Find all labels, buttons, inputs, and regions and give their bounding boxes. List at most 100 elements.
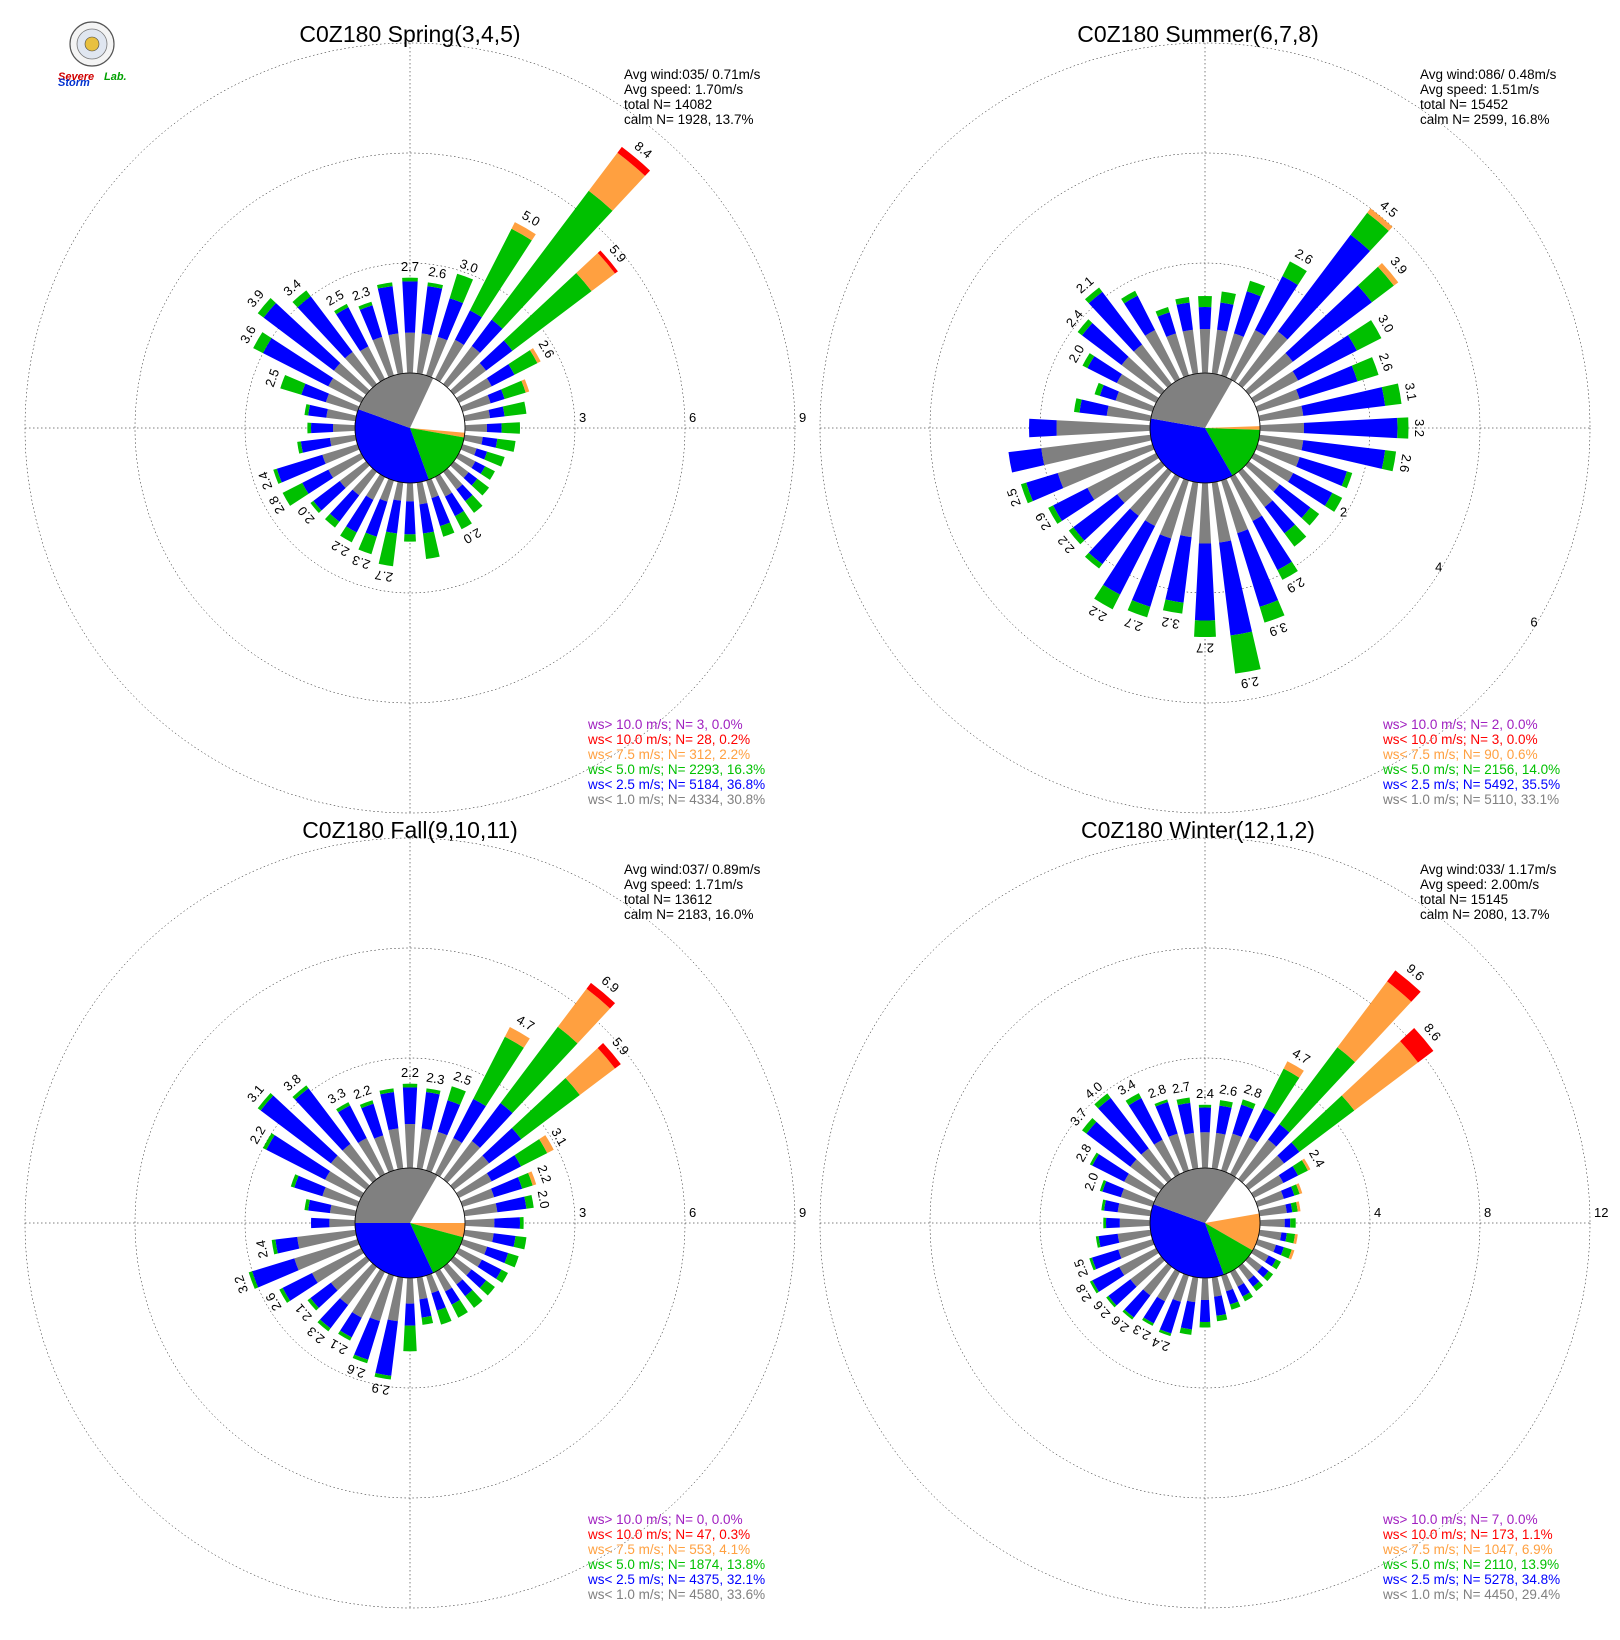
bar-segment-gray — [450, 461, 469, 479]
bar-segment-green — [1073, 398, 1082, 413]
bar-segment-red — [586, 982, 616, 1009]
bar-segment-gray — [1115, 391, 1155, 412]
bar-segment-gray — [1157, 1269, 1181, 1302]
panel-stat: Avg wind:035/ 0.71m/s — [624, 67, 761, 82]
legend-entry-red: ws< 10.0 m/s; N= 28, 0.2% — [587, 732, 750, 747]
windrose-panels: 3 6 92.7 2.6 3.05.08.45.92.62.02.72.32.22.02… — [24, 21, 1608, 1609]
bar-segment-blue — [1233, 291, 1261, 337]
bar-segment-gray — [426, 478, 439, 499]
bar-segment-gray — [374, 1135, 394, 1173]
bar-segment-gray — [388, 1128, 404, 1170]
bar-segment-gray — [460, 1239, 488, 1255]
bar-segment-red — [1400, 1027, 1434, 1063]
bar-segment-blue — [1098, 1233, 1120, 1248]
bar-segment-gray — [443, 346, 481, 388]
legend-entry-green: ws< 5.0 m/s; N= 2110, 13.9% — [1382, 1557, 1559, 1572]
bar-segment-gray — [329, 1204, 357, 1217]
legend-entry-gray: ws< 1.0 m/s; N= 5110, 33.1% — [1382, 792, 1559, 807]
bar-value-label: 2.4 — [255, 470, 275, 492]
bar-segment-green — [465, 495, 483, 513]
bar-segment-green — [1292, 1160, 1308, 1176]
bar-segment-gray — [1229, 1269, 1244, 1287]
calm-pie-slice — [1205, 1223, 1253, 1275]
bar-segment-green — [378, 531, 398, 567]
bar-segment-blue — [1285, 285, 1372, 362]
bar-segment-gray — [1141, 1148, 1172, 1183]
bar-segment-green — [1162, 599, 1184, 614]
bar-value-label: 2.7 — [1122, 614, 1144, 634]
bar-segment-gray — [456, 1247, 482, 1267]
bar-segment-orange — [1283, 1061, 1304, 1078]
panel-title: C0Z180 Summer(6,7,8) — [1077, 21, 1319, 47]
radial-tick-label: 2 — [1340, 505, 1347, 520]
bar-segment-green — [1194, 620, 1216, 637]
bar-segment-gray — [352, 1269, 386, 1318]
bar-segment-blue — [1296, 365, 1358, 400]
bar-value-label: 3.1 — [548, 1125, 570, 1148]
bar-segment-green — [500, 1026, 578, 1114]
bar-segment-green — [1094, 584, 1121, 610]
bar-segment-blue — [1177, 1102, 1194, 1135]
legend-entry-orange: ws< 7.5 m/s; N= 312, 2.2% — [587, 747, 750, 762]
calm-pie-slice — [410, 1175, 465, 1223]
bar-segment-gray — [1166, 333, 1189, 378]
bar-segment-gray — [1130, 1256, 1165, 1287]
bar-segment-green — [1263, 1068, 1300, 1115]
bar-segment-green — [297, 441, 303, 454]
bar-segment-gray — [416, 1128, 432, 1170]
bar-segment-green — [1216, 1314, 1228, 1322]
bar-segment-orange — [1377, 262, 1399, 286]
bar-segment-blue — [1292, 335, 1357, 381]
bar-segment-blue — [404, 1303, 416, 1326]
bar-value-label: 2.5 — [1004, 487, 1024, 509]
bar-segment-green — [1106, 1295, 1117, 1308]
bar-segment-green — [1290, 1218, 1296, 1228]
bar-value-label: 4.7 — [1290, 1045, 1313, 1067]
bar-segment-gray — [339, 461, 370, 489]
bar-segment-gray — [1124, 1173, 1159, 1199]
bar-segment-blue — [275, 1236, 300, 1254]
bar-segment-blue — [1098, 1097, 1149, 1155]
bar-segment-gray — [330, 1256, 370, 1291]
radial-tick-label: 6 — [1530, 615, 1537, 630]
bar-segment-blue — [1277, 1142, 1300, 1164]
bar-segment-gray — [1121, 356, 1165, 395]
bar-segment-green — [1357, 266, 1394, 303]
legend-entry-red: ws< 10.0 m/s; N= 3, 0.0% — [1382, 732, 1538, 747]
bar-segment-gray — [1255, 1239, 1277, 1253]
bar-value-label: 3.3 — [325, 1085, 348, 1107]
bar-segment-blue — [1296, 456, 1348, 487]
bar-segment-green — [1271, 1259, 1281, 1270]
bar-segment-green — [504, 1253, 519, 1268]
bar-segment-blue — [1087, 356, 1122, 384]
calm-pie-slice — [355, 1168, 438, 1223]
bar-segment-gray — [1180, 481, 1199, 538]
bar-value-label: 3.9 — [1267, 619, 1289, 639]
bar-segment-blue — [479, 340, 513, 371]
bar-value-label: 2.2 — [1086, 603, 1109, 625]
bar-segment-orange — [528, 1171, 537, 1186]
legend-entry-blue: ws< 2.5 m/s; N= 5184, 36.8% — [587, 777, 765, 792]
windrose-panel-4: 4 8 122.4 2.6 2.84.79.68.62.42.42.32.62.62.8… — [819, 817, 1608, 1609]
windrose-panel-3: 3 6 92.2 2.3 2.54.76.95.93.12.22.02.92.62.12… — [24, 817, 806, 1609]
bar-segment-gray — [1145, 329, 1181, 382]
bar-segment-green — [465, 1290, 483, 1308]
legend-entry-purple: ws> 10.0 m/s; N= 7, 0.0% — [1382, 1512, 1538, 1527]
bar-segment-green — [513, 1235, 527, 1250]
bar-segment-blue — [486, 1155, 522, 1182]
bar-segment-green — [282, 482, 309, 506]
bar-segment-gray — [1119, 1247, 1159, 1276]
bar-segment-green — [473, 1036, 524, 1107]
bar-segment-green — [340, 526, 357, 543]
bar-segment-orange — [504, 1026, 530, 1048]
bar-segment-orange — [1301, 1158, 1311, 1171]
bar-segment-green — [402, 277, 418, 282]
radial-tick-label: 6 — [689, 410, 696, 425]
bar-segment-blue — [1248, 1107, 1276, 1143]
panel-stat: calm N= 1928, 13.7% — [624, 112, 753, 127]
bar-segment-green — [1291, 1184, 1300, 1196]
bar-value-label: 3.4 — [1115, 1076, 1138, 1098]
bar-segment-gray — [1238, 1263, 1254, 1281]
bar-value-label: 2.3 — [425, 1070, 445, 1088]
bar-segment-gray — [1106, 405, 1152, 422]
